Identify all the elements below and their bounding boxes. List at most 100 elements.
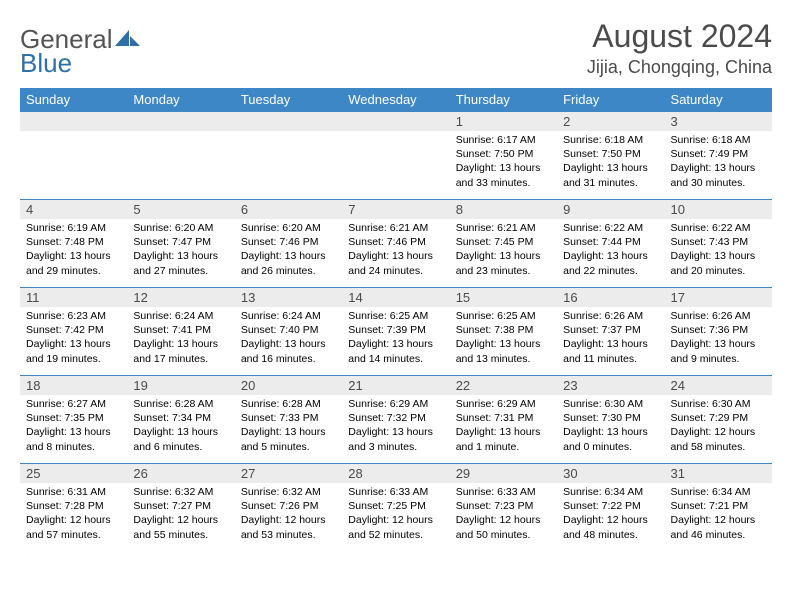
sunrise-line: Sunrise: 6:26 AM (671, 310, 751, 322)
calendar-week-row: 4Sunrise: 6:19 AMSunset: 7:48 PMDaylight… (20, 200, 772, 288)
sunrise-line: Sunrise: 6:29 AM (348, 398, 428, 410)
sunrise-line: Sunrise: 6:22 AM (563, 222, 643, 234)
sunrise-line: Sunrise: 6:34 AM (671, 486, 751, 498)
daylight-line: Daylight: 13 hours and 11 minutes. (563, 338, 648, 364)
sunrise-line: Sunrise: 6:30 AM (671, 398, 751, 410)
sunset-line: Sunset: 7:27 PM (133, 500, 211, 512)
sunrise-line: Sunrise: 6:32 AM (133, 486, 213, 498)
sunrise-line: Sunrise: 6:25 AM (456, 310, 536, 322)
day-details: Sunrise: 6:21 AM Sunset: 7:46 PM Daylight:… (342, 219, 449, 282)
calendar-day-cell: 14Sunrise: 6:25 AMSunset: 7:39 PMDayligh… (342, 288, 449, 376)
day-number: 22 (450, 376, 557, 395)
sunset-line: Sunset: 7:50 PM (456, 148, 534, 160)
daylight-line: Daylight: 13 hours and 14 minutes. (348, 338, 433, 364)
sunset-line: Sunset: 7:49 PM (671, 148, 749, 160)
daylight-line: Daylight: 13 hours and 27 minutes. (133, 250, 218, 276)
weekday-header: Monday (127, 88, 234, 112)
day-details: Sunrise: 6:20 AMSunset: 7:47 PMDaylight:… (127, 219, 234, 282)
daylight-line: Daylight: 13 hours and 16 minutes. (241, 338, 326, 364)
sunrise-line: Sunrise: 6:18 AM (671, 134, 751, 146)
daylight-line: Daylight: 13 hours and 33 minutes. (456, 162, 541, 188)
day-number: 23 (557, 376, 664, 395)
calendar-day-cell: 7Sunrise: 6:21 AMSunset: 7:46 PMDaylight… (342, 200, 449, 288)
brand-text-2: Blue (20, 48, 72, 79)
day-details: Sunrise: 6:18 AM Sunset: 7:49 PM Daylight:… (665, 131, 772, 194)
sunset-line: Sunset: 7:36 PM (671, 324, 749, 336)
calendar-body: 1Sunrise: 6:17 AMSunset: 7:50 PMDaylight… (20, 112, 772, 552)
calendar-week-row: 11Sunrise: 6:23 AMSunset: 7:42 PMDayligh… (20, 288, 772, 376)
day-details: Sunrise: 6:26 AMSunset: 7:37 PMDaylight:… (557, 307, 664, 370)
calendar-day-cell: 9Sunrise: 6:22 AMSunset: 7:44 PMDaylight… (557, 200, 664, 288)
daylight-line: Daylight: 13 hours and 30 minutes. (671, 162, 756, 188)
daylight-line: Daylight: 13 hours and 19 minutes. (26, 338, 111, 364)
day-number: 27 (235, 464, 342, 483)
sunset-line: Sunset: 7:25 PM (348, 500, 426, 512)
day-details: Sunrise: 6:19 AMSunset: 7:48 PMDaylight:… (20, 219, 127, 282)
day-details: Sunrise: 6:29 AM Sunset: 7:32 PM Daylight:… (342, 395, 449, 458)
sunset-line: Sunset: 7:31 PM (456, 412, 534, 424)
day-details: Sunrise: 6:25 AMSunset: 7:38 PMDaylight:… (450, 307, 557, 370)
day-details: Sunrise: 6:33 AMSunset: 7:23 PMDaylight:… (450, 483, 557, 546)
calendar-day-cell: 19Sunrise: 6:28 AMSunset: 7:34 PMDayligh… (127, 376, 234, 464)
calendar-day-cell: 18Sunrise: 6:27 AMSunset: 7:35 PMDayligh… (20, 376, 127, 464)
day-number: 15 (450, 288, 557, 307)
daylight-line: Daylight: 12 hours and 48 minutes. (563, 514, 648, 540)
day-details: Sunrise: 6:20 AM Sunset: 7:46 PM Daylight:… (235, 219, 342, 282)
sunset-line: Sunset: 7:28 PM (26, 500, 104, 512)
day-number: 6 (235, 200, 342, 219)
daylight-line: Daylight: 13 hours and 5 minutes. (241, 426, 326, 452)
daylight-line: Daylight: 12 hours and 58 minutes. (671, 426, 756, 452)
daynum-empty (342, 112, 449, 131)
sunset-line: Sunset: 7:23 PM (456, 500, 534, 512)
daylight-line: Daylight: 13 hours and 17 minutes. (133, 338, 218, 364)
calendar-empty-cell (342, 112, 449, 200)
sunrise-line: Sunrise: 6:20 AM (133, 222, 213, 234)
day-details: Sunrise: 6:17 AM Sunset: 7:50 PM Daylight:… (450, 131, 557, 194)
sunset-line: Sunset: 7:21 PM (671, 500, 749, 512)
sunset-line: Sunset: 7:46 PM (241, 236, 319, 248)
sunset-line: Sunset: 7:33 PM (241, 412, 319, 424)
day-details: Sunrise: 6:29 AMSunset: 7:31 PMDaylight:… (450, 395, 557, 458)
calendar-day-cell: 25Sunrise: 6:31 AMSunset: 7:28 PMDayligh… (20, 464, 127, 552)
daylight-line: Daylight: 13 hours and 1 minute. (456, 426, 541, 452)
daylight-line: Daylight: 13 hours and 3 minutes. (348, 426, 433, 452)
sunrise-line: Sunrise: 6:24 AM (241, 310, 321, 322)
sunset-line: Sunset: 7:44 PM (563, 236, 641, 248)
weekday-header: Wednesday (342, 88, 449, 112)
day-number: 19 (127, 376, 234, 395)
sunset-line: Sunset: 7:39 PM (348, 324, 426, 336)
sunset-line: Sunset: 7:43 PM (671, 236, 749, 248)
day-details: Sunrise: 6:30 AMSunset: 7:30 PMDaylight:… (557, 395, 664, 458)
daylight-line: Daylight: 13 hours and 22 minutes. (563, 250, 648, 276)
daylight-line: Daylight: 13 hours and 31 minutes. (563, 162, 648, 188)
calendar-day-cell: 4Sunrise: 6:19 AMSunset: 7:48 PMDaylight… (20, 200, 127, 288)
sunrise-line: Sunrise: 6:21 AM (348, 222, 428, 234)
daynum-empty (20, 112, 127, 131)
day-number: 26 (127, 464, 234, 483)
sunset-line: Sunset: 7:29 PM (671, 412, 749, 424)
daylight-line: Daylight: 13 hours and 26 minutes. (241, 250, 326, 276)
calendar-day-cell: 27Sunrise: 6:32 AMSunset: 7:26 PMDayligh… (235, 464, 342, 552)
sunset-line: Sunset: 7:32 PM (348, 412, 426, 424)
day-number: 5 (127, 200, 234, 219)
weekday-header: Friday (557, 88, 664, 112)
daylight-line: Daylight: 12 hours and 46 minutes. (671, 514, 756, 540)
calendar-day-cell: 20Sunrise: 6:28 AMSunset: 7:33 PMDayligh… (235, 376, 342, 464)
day-number: 14 (342, 288, 449, 307)
sunrise-line: Sunrise: 6:20 AM (241, 222, 321, 234)
daylight-line: Daylight: 13 hours and 24 minutes. (348, 250, 433, 276)
sunrise-line: Sunrise: 6:17 AM (456, 134, 536, 146)
day-number: 16 (557, 288, 664, 307)
day-details: Sunrise: 6:18 AMSunset: 7:50 PMDaylight:… (557, 131, 664, 194)
sunset-line: Sunset: 7:46 PM (348, 236, 426, 248)
day-details: Sunrise: 6:26 AMSunset: 7:36 PMDaylight:… (665, 307, 772, 370)
calendar-day-cell: 5Sunrise: 6:20 AMSunset: 7:47 PMDaylight… (127, 200, 234, 288)
calendar-day-cell: 8Sunrise: 6:21 AMSunset: 7:45 PMDaylight… (450, 200, 557, 288)
calendar-empty-cell (127, 112, 234, 200)
calendar-day-cell: 13Sunrise: 6:24 AMSunset: 7:40 PMDayligh… (235, 288, 342, 376)
sunset-line: Sunset: 7:42 PM (26, 324, 104, 336)
calendar-day-cell: 29Sunrise: 6:33 AMSunset: 7:23 PMDayligh… (450, 464, 557, 552)
sunset-line: Sunset: 7:34 PM (133, 412, 211, 424)
daylight-line: Daylight: 13 hours and 29 minutes. (26, 250, 111, 276)
calendar-day-cell: 6 Sunrise: 6:20 AM Sunset: 7:46 PM Daylight… (235, 200, 342, 288)
